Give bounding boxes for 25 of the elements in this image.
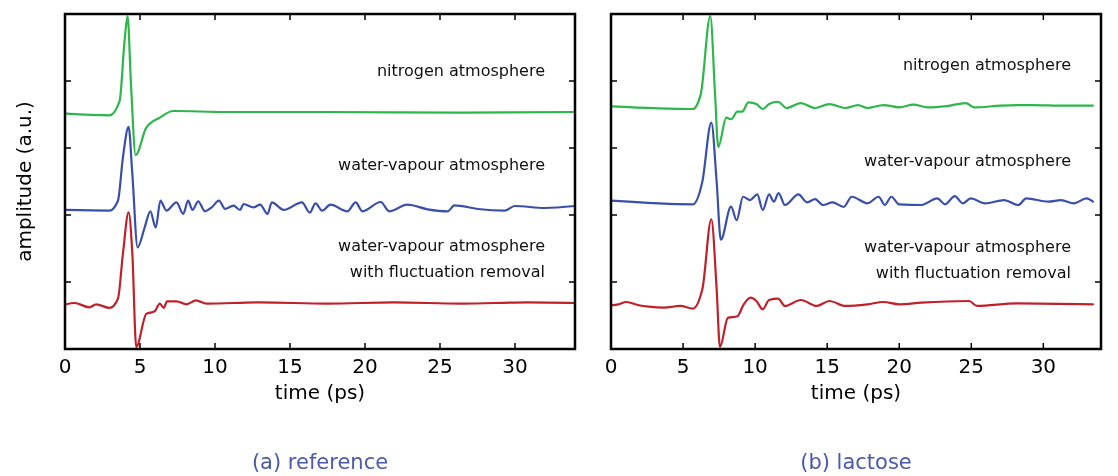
x-tick-label: 0	[58, 354, 72, 378]
x-tick-label: 5	[676, 354, 690, 378]
series-label: water-vapour atmosphere with fluctuation removal	[338, 235, 545, 281]
series-label: water-vapour atmosphere	[338, 154, 545, 174]
x-tick-label: 30	[502, 354, 528, 378]
x-tick-label: 10	[202, 354, 228, 378]
x-tick-label: 10	[742, 354, 768, 378]
text: (a) reference	[251, 450, 389, 474]
x-tick-label: 25	[958, 354, 985, 378]
series-label: water-vapour atmosphere with fluctuation removal	[864, 237, 1071, 283]
series-label: nitrogen atmosphere	[902, 54, 1071, 74]
x-tick-label: 30	[1030, 354, 1057, 378]
x-tick-label: 20	[352, 354, 378, 378]
x-tick-label: 15	[277, 354, 303, 378]
x-tick-label: 5	[133, 354, 147, 378]
x-axis-title: time (ps)	[810, 380, 902, 404]
x-tick-label: 25	[427, 354, 453, 378]
series-label: water-vapour atmosphere	[864, 150, 1071, 170]
y-axis-title: amplitude (a.u.)	[12, 101, 36, 262]
text: nitrogen atmosphere	[376, 60, 545, 80]
text: (b) lactose	[800, 450, 912, 474]
x-tick-label: 0	[604, 354, 618, 378]
x-tick-label: 20	[886, 354, 912, 378]
x-axis-title: time (ps)	[274, 380, 366, 404]
x-tick-label: 15	[814, 354, 840, 378]
